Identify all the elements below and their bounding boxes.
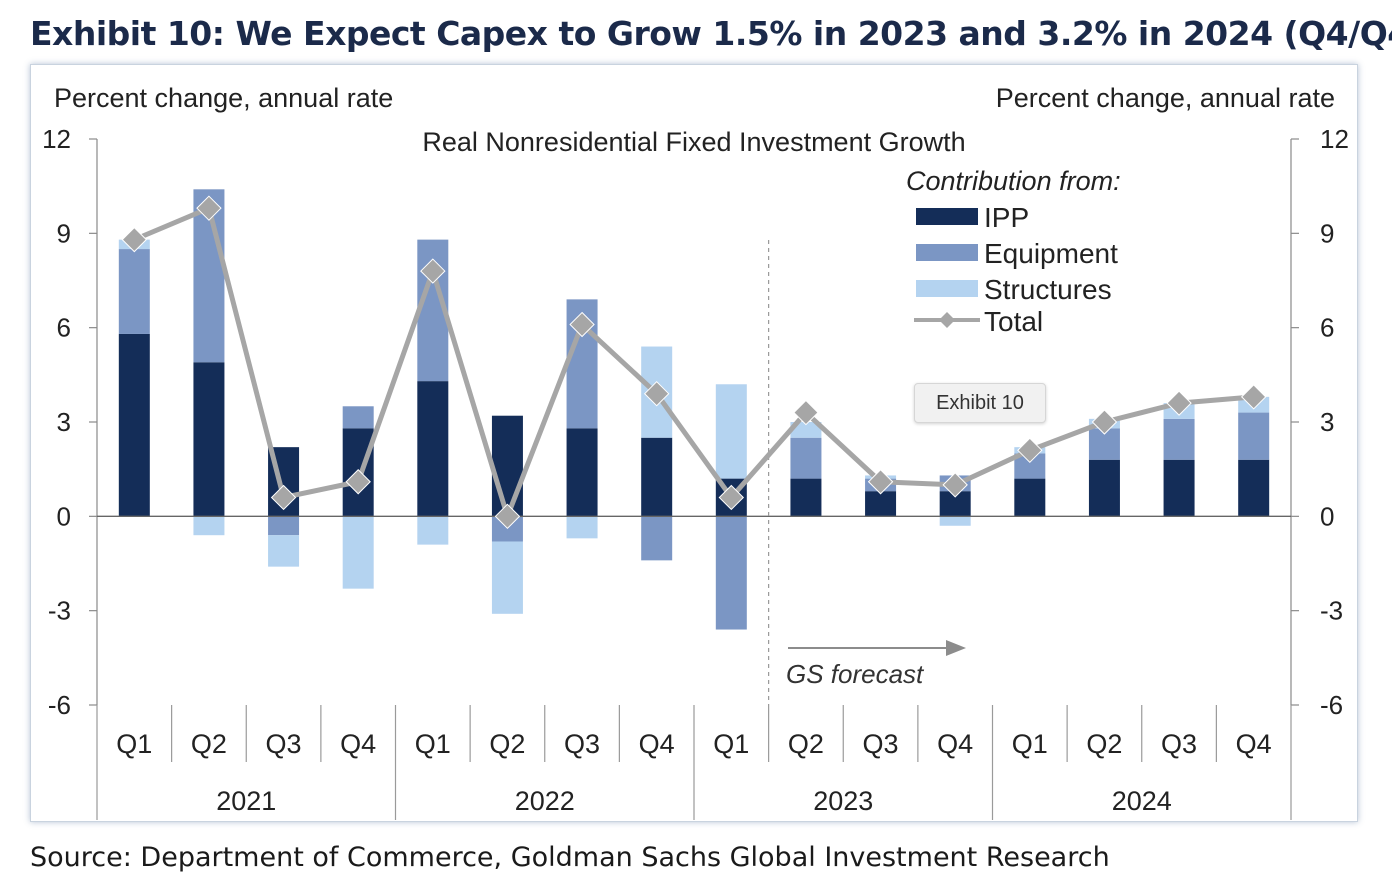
bar-equipment [790,437,822,479]
left-tick-label: 6 [57,313,71,343]
bar-equipment [1238,412,1270,460]
forecast-arrow-head [946,640,966,656]
chart-title-heading: Exhibit 10: We Expect Capex to Grow 1.5%… [30,14,1392,53]
legend-equipment-swatch [916,244,978,261]
source-note: Source: Department of Commerce, Goldman … [30,842,1110,873]
right-tick-label: 12 [1320,124,1349,154]
bar-equipment [342,406,374,429]
total-point [867,469,894,495]
bar-equipment [1163,418,1195,460]
x-tick-label: Q2 [191,729,227,759]
total-point [196,195,222,221]
exhibit-badge: Exhibit 10 [914,383,1046,423]
right-axis-label: Percent change, annual rate [996,83,1335,113]
x-tick-label: Q3 [863,729,899,759]
bar-structures [715,384,747,479]
legend-total-label: Total [984,306,1043,337]
year-label: 2021 [216,786,276,816]
bar-equipment [268,516,300,536]
legend-total-marker [939,312,955,328]
x-tick-label: Q1 [116,729,152,759]
left-tick-label: 3 [57,407,71,437]
x-tick-label: Q2 [489,729,525,759]
legend-equipment-label: Equipment [984,238,1118,269]
total-point [420,258,446,284]
bar-structures [268,535,300,567]
bar-ipp [865,491,897,517]
right-tick-label: -3 [1320,596,1343,626]
x-tick-label: Q4 [639,729,675,759]
right-tick-label: 9 [1320,218,1334,248]
total-point [345,469,371,495]
total-point [494,503,521,530]
legend-ipp-label: IPP [984,202,1029,233]
total-point [121,226,148,253]
total-point [643,380,670,407]
bar-equipment [715,516,747,630]
year-label: 2024 [1112,786,1172,816]
total-point [1166,390,1192,416]
x-tick-label: Q4 [937,729,973,759]
bar-ipp [1163,459,1195,517]
bar-ipp [790,478,822,517]
x-tick-label: Q1 [713,729,749,759]
chart-title: Real Nonresidential Fixed Investment Gro… [422,127,965,157]
right-tick-label: 6 [1320,313,1334,343]
bar-structures [193,516,225,536]
left-tick-label: -3 [48,596,71,626]
bar-structures [417,516,449,545]
bar-structures [491,541,523,614]
bar-structures [939,516,971,526]
x-tick-label: Q2 [788,729,824,759]
bar-ipp [566,428,598,517]
total-point [569,311,595,338]
bar-equipment [641,516,673,561]
x-tick-label: Q3 [1161,729,1197,759]
x-tick-label: Q4 [1236,729,1272,759]
total-point [1017,437,1043,464]
year-label: 2022 [515,786,575,816]
bar-structures [342,516,374,589]
left-tick-label: 0 [57,501,71,531]
legend-structures-swatch [916,280,978,297]
bar-structures [790,422,822,438]
total-point [793,399,819,426]
forecast-label: GS forecast [786,659,925,689]
bar-ipp [1238,459,1270,517]
bar-structures [566,516,598,539]
total-line [133,205,1254,519]
bar-equipment [118,249,150,334]
total-point [1091,409,1118,435]
x-tick-label: Q1 [1012,729,1048,759]
total-point [1240,384,1267,410]
right-tick-label: 0 [1320,501,1334,531]
bar-ipp [417,381,449,517]
bar-ipp [1014,478,1046,517]
right-tick-label: 3 [1320,407,1334,437]
bar-ipp [193,362,225,517]
left-tick-label: 12 [42,124,71,154]
total-point [942,472,968,498]
bar-ipp [118,333,150,517]
x-tick-label: Q3 [564,729,600,759]
total-point [718,484,745,511]
x-tick-label: Q2 [1086,729,1122,759]
bar-ipp [641,437,673,517]
left-tick-label: 9 [57,218,71,248]
left-axis-label: Percent change, annual rate [54,83,393,113]
legend-ipp-swatch [916,208,978,225]
left-tick-label: -6 [48,690,71,720]
year-label: 2023 [813,786,873,816]
legend-title: Contribution from: [906,166,1121,196]
legend-structures-label: Structures [984,274,1112,305]
bar-ipp [1088,459,1120,517]
x-tick-label: Q1 [415,729,451,759]
x-tick-label: Q4 [340,729,376,759]
right-tick-label: -6 [1320,690,1343,720]
bar-ipp [491,415,523,517]
total-point [270,484,297,511]
x-tick-label: Q3 [266,729,302,759]
